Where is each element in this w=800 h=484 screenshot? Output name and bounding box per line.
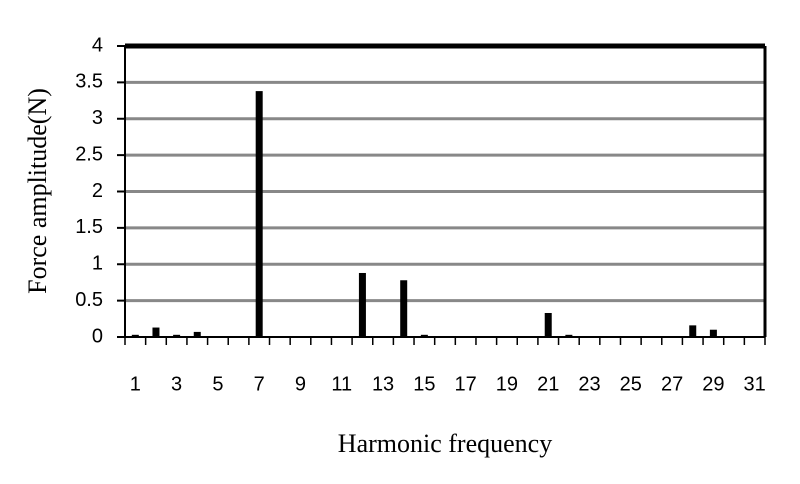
bar [544,312,552,337]
y-tick-label: 3.5 [75,71,103,93]
x-tick-label: 11 [331,373,352,395]
x-tick-label: 23 [578,373,600,395]
bar [173,334,181,337]
bar [709,329,717,337]
x-tick-label: 25 [620,373,642,395]
x-tick-label: 5 [212,373,223,395]
y-tick-label: 0 [92,325,103,347]
x-tick-label: 7 [254,373,265,395]
x-tick-label: 19 [496,373,518,395]
x-tick-label: 21 [537,373,559,395]
x-tick-label: 15 [413,373,435,395]
x-tick-label: 13 [372,373,394,395]
bar [131,334,139,337]
y-tick-label: 3 [92,107,103,129]
bar [400,280,408,337]
bar [193,331,201,337]
y-tick-label: 1 [92,253,103,275]
bar [420,334,428,337]
bar [152,327,160,337]
y-tick-label: 0.5 [75,289,103,311]
x-tick-label: 3 [171,373,182,395]
bar [255,91,263,337]
y-tick-label: 4 [92,34,103,56]
y-tick-label: 2.5 [75,143,103,165]
x-tick-label: 29 [702,373,724,395]
bar [358,272,366,337]
x-tick-label: 17 [455,373,477,395]
y-tick-label: 1.5 [75,216,103,238]
x-tick-label: 31 [744,373,766,395]
x-tick-label: 9 [295,373,306,395]
y-axis-title: Force amplitude(N) [23,88,52,294]
x-tick-label: 27 [661,373,683,395]
x-tick-label: 1 [130,373,141,395]
y-tick-label: 2 [92,180,103,202]
x-axis-title: Harmonic frequency [338,429,552,458]
bar [689,325,697,337]
bar [565,334,573,337]
